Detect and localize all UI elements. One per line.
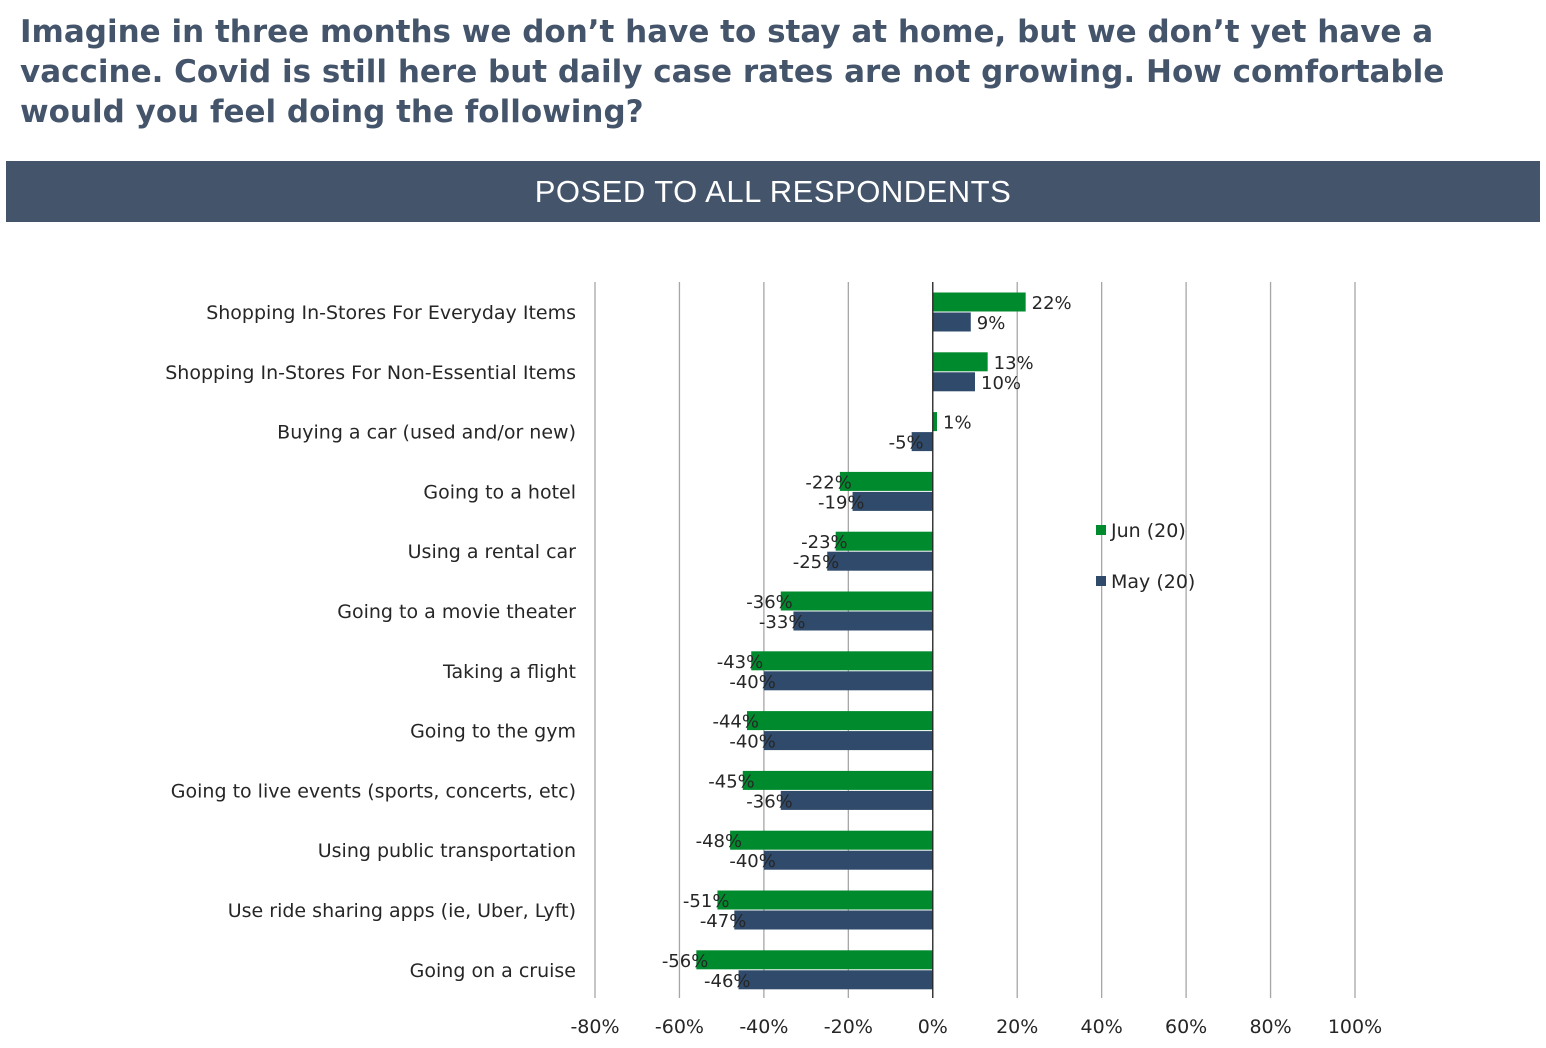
bar-jun <box>717 890 933 910</box>
legend-label: Jun (20) <box>1110 520 1186 542</box>
data-label: -25% <box>793 552 840 573</box>
bar-may <box>793 611 933 631</box>
data-label: -23% <box>801 532 848 553</box>
x-tick-label: 60% <box>1165 1016 1207 1038</box>
data-label: -19% <box>818 492 865 513</box>
bar-jun <box>780 591 933 611</box>
banner-text: POSED TO ALL RESPONDENTS <box>534 173 1012 209</box>
data-label: -40% <box>729 732 776 753</box>
x-tick-label: 40% <box>1081 1016 1123 1038</box>
bar-may <box>911 432 933 452</box>
bar-may <box>852 491 933 511</box>
bar-jun <box>839 471 933 491</box>
bar-jun <box>730 830 933 850</box>
category-label: Taking a flight <box>442 661 576 683</box>
category-label: Going to live events (sports, concerts, … <box>171 780 576 802</box>
data-label: -44% <box>712 712 759 733</box>
data-label: -22% <box>805 472 852 493</box>
x-tick-label: -80% <box>570 1016 619 1038</box>
data-label: -40% <box>729 672 776 693</box>
bar-jun <box>696 950 933 970</box>
data-label: 13% <box>994 353 1034 374</box>
bar-jun <box>742 770 933 790</box>
x-tick-label: 100% <box>1328 1016 1382 1038</box>
bar-jun <box>751 651 933 671</box>
data-label: -36% <box>746 791 793 812</box>
category-label: Going on a cruise <box>410 960 576 982</box>
data-label: -36% <box>746 592 793 613</box>
data-label: -40% <box>729 851 776 872</box>
legend-swatch-jun <box>1096 525 1106 535</box>
bar-jun <box>747 711 933 731</box>
bar-jun <box>932 292 1026 312</box>
category-label: Using public transportation <box>318 840 576 862</box>
bar-may <box>763 850 933 870</box>
x-tick-label: 20% <box>996 1016 1038 1038</box>
x-tick-label: 0% <box>918 1016 948 1038</box>
data-label: 10% <box>981 373 1021 394</box>
data-label: -5% <box>889 433 924 454</box>
data-label: -51% <box>683 891 730 912</box>
bar-may <box>932 312 971 332</box>
bar-may <box>932 372 975 392</box>
legend-swatch-may <box>1096 576 1106 586</box>
category-label: Shopping In-Stores For Non-Essential Ite… <box>165 362 576 384</box>
data-label: -46% <box>704 971 751 992</box>
respondents-banner: POSED TO ALL RESPONDENTS <box>6 161 1540 222</box>
x-tick-label: -40% <box>739 1016 788 1038</box>
bar-jun <box>932 352 988 372</box>
bar-may <box>763 671 933 691</box>
category-label: Use ride sharing apps (ie, Uber, Lyft) <box>228 900 576 922</box>
data-label: 9% <box>977 313 1006 334</box>
survey-question: Imagine in three months we don’t have to… <box>20 14 1445 130</box>
bar-may <box>827 551 933 571</box>
bar-may <box>780 790 933 810</box>
category-label: Shopping In-Stores For Everyday Items <box>206 302 576 324</box>
bar-may <box>763 731 933 751</box>
data-label: -33% <box>759 612 806 633</box>
data-label: -56% <box>662 951 709 972</box>
category-label: Buying a car (used and/or new) <box>277 422 576 444</box>
category-label: Going to the gym <box>410 721 576 743</box>
bar-jun <box>835 531 933 551</box>
bar-may <box>738 970 933 990</box>
category-label: Going to a hotel <box>423 481 576 503</box>
data-label: 1% <box>943 413 972 434</box>
data-label: -45% <box>708 771 755 792</box>
data-label: -43% <box>717 652 764 673</box>
data-label: -47% <box>700 911 747 932</box>
category-label: Using a rental car <box>408 541 577 563</box>
data-label: -48% <box>696 831 743 852</box>
bar-may <box>734 910 933 930</box>
data-label: 22% <box>1032 293 1072 314</box>
x-tick-label: -60% <box>655 1016 704 1038</box>
x-tick-label: -20% <box>824 1016 873 1038</box>
legend-label: May (20) <box>1111 571 1195 593</box>
category-label: Going to a movie theater <box>337 601 576 623</box>
bar-jun <box>932 412 937 432</box>
x-tick-label: 80% <box>1249 1016 1291 1038</box>
